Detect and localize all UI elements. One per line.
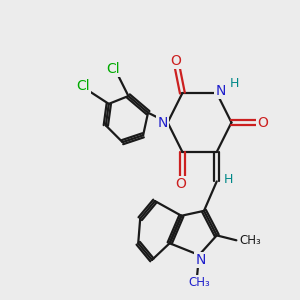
Text: N: N [215, 84, 226, 98]
Text: N: N [158, 116, 168, 130]
Text: O: O [175, 177, 186, 191]
Text: N: N [196, 253, 206, 267]
Text: CH₃: CH₃ [188, 276, 210, 289]
Text: CH₃: CH₃ [239, 234, 261, 247]
Text: O: O [257, 116, 268, 130]
Text: O: O [170, 54, 181, 68]
Text: Cl: Cl [76, 79, 90, 93]
Text: Cl: Cl [106, 61, 119, 76]
Text: H: H [230, 77, 239, 90]
Text: H: H [224, 173, 233, 186]
